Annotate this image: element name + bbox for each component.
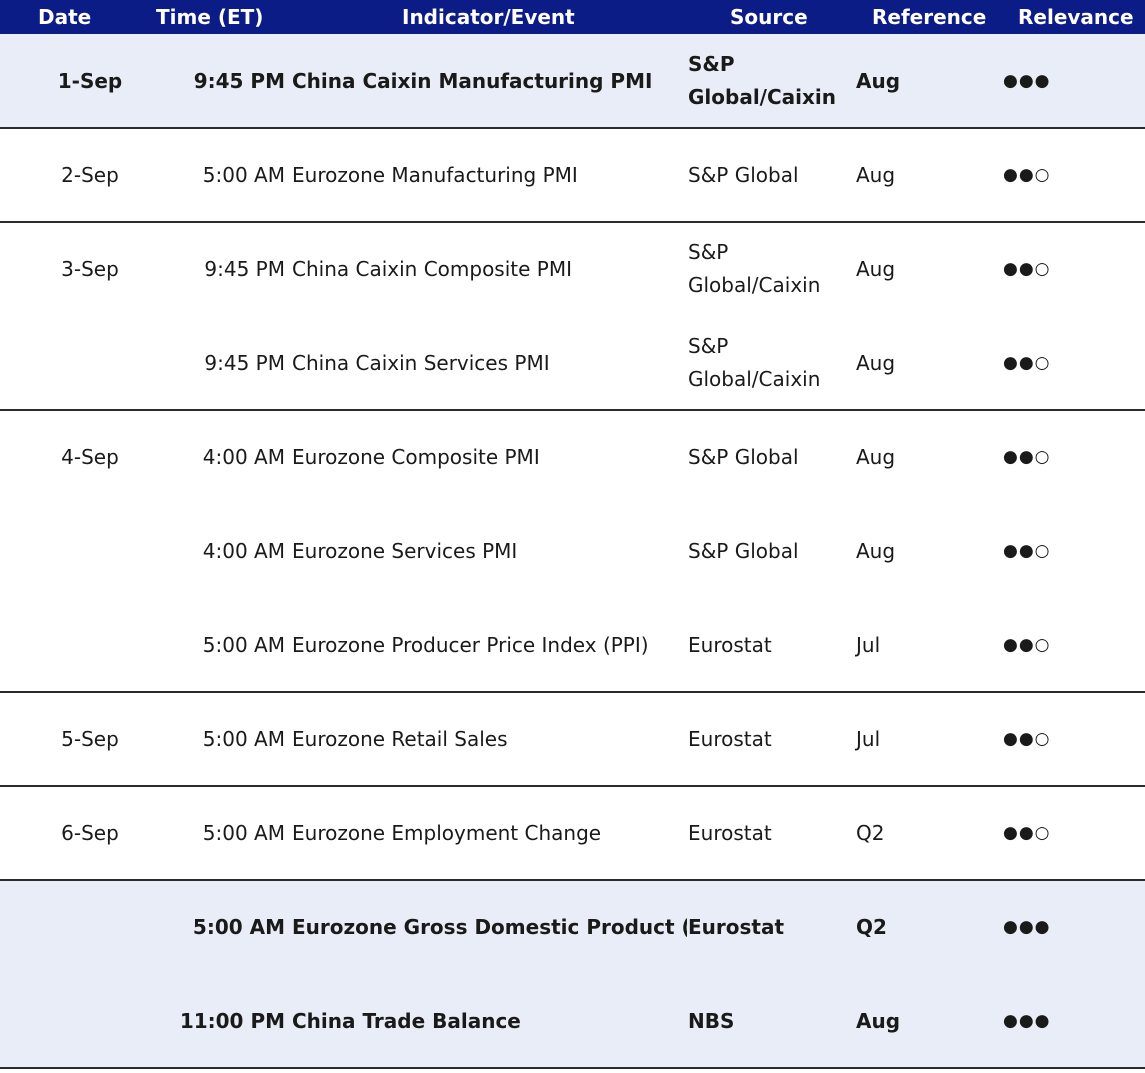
row-divider xyxy=(0,879,1145,881)
time-cell: 4:00 AM xyxy=(202,445,285,469)
source-cell: Eurostat xyxy=(688,914,785,939)
date-cell: 3-Sep xyxy=(61,257,119,281)
table-row: 4:00 AM Eurozone Services PMI S&P Global Au… xyxy=(0,504,1145,598)
event-cell: Eurozone Manufacturing PMI xyxy=(292,163,578,187)
reference-cell: Aug xyxy=(856,1009,901,1033)
event-cell: China Trade Balance xyxy=(292,1009,521,1033)
date-cell xyxy=(0,316,180,410)
time-cell: 5:00 AM xyxy=(202,727,285,751)
relevance-cell: ●●○ xyxy=(1003,353,1051,373)
date-cell xyxy=(0,880,180,974)
relevance-cell: ●●● xyxy=(1003,71,1051,91)
table-row: 9:45 PM China Caixin Services PMI S&P Glob… xyxy=(0,316,1145,410)
row-divider xyxy=(0,691,1145,693)
event-cell: Eurozone Producer Price Index (PPI) xyxy=(292,633,649,657)
date-cell: 2-Sep xyxy=(61,163,119,187)
event-cell: Eurozone Services PMI xyxy=(292,539,518,563)
date-cell xyxy=(0,504,180,598)
row-divider xyxy=(0,1067,1145,1069)
column-header-reference: Reference xyxy=(872,5,987,29)
time-cell: 9:45 PM xyxy=(193,69,285,93)
table-row: 5:00 AM Eurozone Producer Price Index (PP… xyxy=(0,598,1145,692)
relevance-cell: ●●● xyxy=(1003,1011,1051,1031)
date-cell: 6-Sep xyxy=(61,821,119,845)
relevance-cell: ●●○ xyxy=(1003,259,1051,279)
reference-cell: Jul xyxy=(856,633,881,657)
reference-cell: Q2 xyxy=(856,915,887,939)
date-cell xyxy=(0,598,180,692)
column-header-time: Time (ET) xyxy=(156,5,264,29)
source-cell: Eurostat xyxy=(688,726,772,751)
column-header-date: Date xyxy=(38,5,92,29)
column-header-source: Source xyxy=(730,5,808,29)
column-header-relevance: Relevance xyxy=(1018,5,1134,29)
event-cell: Eurozone Gross Domestic Product (G xyxy=(292,915,687,939)
time-cell: 11:00 PM xyxy=(179,1009,285,1033)
source-cell: S&P Global xyxy=(688,538,799,563)
event-cell: Eurozone Composite PMI xyxy=(292,445,540,469)
reference-cell: Aug xyxy=(856,445,896,469)
reference-cell: Aug xyxy=(856,351,896,375)
time-cell: 5:00 AM xyxy=(202,633,285,657)
relevance-cell: ●●○ xyxy=(1003,823,1051,843)
relevance-cell: ●●○ xyxy=(1003,635,1051,655)
relevance-cell: ●●● xyxy=(1003,917,1051,937)
reference-cell: Aug xyxy=(856,69,901,93)
row-divider xyxy=(0,221,1145,223)
relevance-cell: ●●○ xyxy=(1003,165,1051,185)
source-cell: S&P Global xyxy=(688,444,799,469)
relevance-cell: ●●○ xyxy=(1003,447,1051,467)
time-cell: 5:00 AM xyxy=(202,821,285,845)
row-divider xyxy=(0,785,1145,787)
table-header: Date Time (ET) Indicator/Event Source Re… xyxy=(0,0,1145,34)
source-cell: S&P Global xyxy=(688,162,799,187)
reference-cell: Jul xyxy=(856,727,881,751)
source-cell: Eurostat xyxy=(688,820,772,845)
source-cell: NBS xyxy=(688,1008,735,1033)
reference-cell: Aug xyxy=(856,163,896,187)
table-row: 2-Sep 5:00 AM Eurozone Manufacturing PMI S&… xyxy=(0,128,1145,222)
time-cell: 5:00 AM xyxy=(192,915,285,939)
event-cell: China Caixin Composite PMI xyxy=(292,257,572,281)
reference-cell: Aug xyxy=(856,539,896,563)
reference-cell: Q2 xyxy=(856,821,885,845)
relevance-cell: ●●○ xyxy=(1003,541,1051,561)
source-cell: Eurostat xyxy=(688,632,772,657)
row-divider xyxy=(0,409,1145,411)
time-cell: 4:00 AM xyxy=(202,539,285,563)
column-header-event: Indicator/Event xyxy=(402,5,575,29)
event-cell: China Caixin Services PMI xyxy=(292,351,550,375)
table-row: 5:00 AM Eurozone Gross Domestic Product (… xyxy=(0,880,1145,974)
event-cell: China Caixin Manufacturing PMI xyxy=(292,69,653,93)
event-cell: Eurozone Retail Sales xyxy=(292,727,508,751)
event-cell: Eurozone Employment Change xyxy=(292,821,602,845)
date-cell xyxy=(0,974,180,1068)
date-cell: 5-Sep xyxy=(61,727,119,751)
time-cell: 9:45 PM xyxy=(204,257,285,281)
source-cell: S&P Global/Caixin xyxy=(688,52,837,109)
time-cell: 5:00 AM xyxy=(202,163,285,187)
reference-cell: Aug xyxy=(856,257,896,281)
row-divider xyxy=(0,127,1145,129)
table-row: 5-Sep 5:00 AM Eurozone Retail Sales Eurosta… xyxy=(0,692,1145,786)
table-row: 3-Sep 9:45 PM China Caixin Composite PMI S&… xyxy=(0,222,1145,316)
relevance-cell: ●●○ xyxy=(1003,729,1051,749)
table-row: 1-Sep 9:45 PM China Caixin Manufacturing P… xyxy=(0,34,1145,128)
table-row: 6-Sep 5:00 AM Eurozone Employment Change Eu… xyxy=(0,786,1145,880)
source-cell: S&P Global/Caixin xyxy=(688,334,821,391)
date-cell: 4-Sep xyxy=(61,445,119,469)
table-row: 11:00 PM China Trade Balance NBS Aug ●●● xyxy=(0,974,1145,1068)
time-cell: 9:45 PM xyxy=(204,351,285,375)
date-cell: 1-Sep xyxy=(57,69,123,93)
source-cell: S&P Global/Caixin xyxy=(688,240,821,297)
table-row: 4-Sep 4:00 AM Eurozone Composite PMI S&P Gl… xyxy=(0,410,1145,504)
